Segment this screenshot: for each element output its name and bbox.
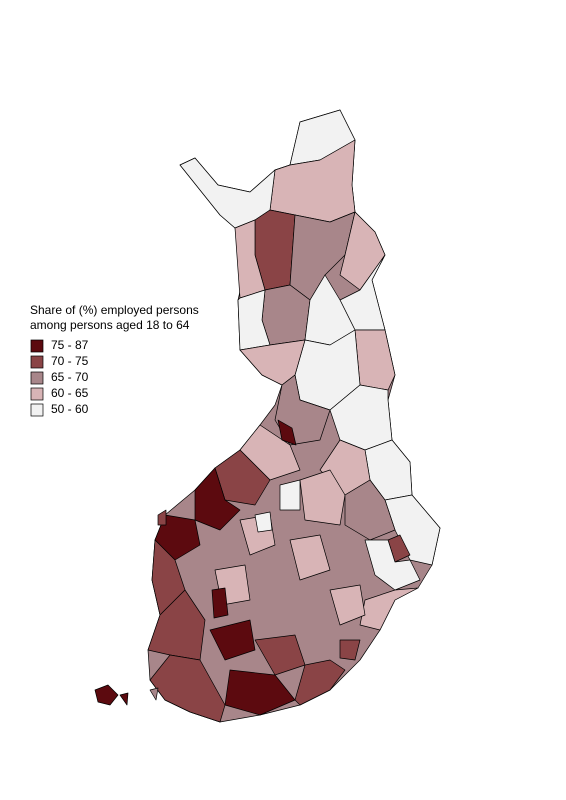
region [254, 511, 273, 533]
region [224, 669, 296, 716]
island [149, 687, 159, 701]
region [211, 587, 229, 619]
island [157, 509, 167, 526]
region [359, 587, 419, 631]
legend-label: 75 - 87 [51, 338, 89, 352]
region [339, 639, 361, 661]
legend-swatch [30, 355, 44, 369]
region [277, 419, 297, 446]
region [209, 619, 256, 661]
region [151, 539, 186, 616]
island [94, 684, 119, 706]
map [94, 109, 441, 723]
legend-swatch [30, 403, 44, 417]
region [329, 584, 366, 626]
region [289, 534, 331, 581]
region [279, 479, 301, 511]
region [149, 654, 226, 723]
legend-swatch [30, 371, 44, 385]
region [294, 659, 346, 706]
legend-label: 65 - 70 [51, 370, 89, 384]
legend-title: Share of (%) employed persons [30, 303, 199, 317]
region [354, 329, 396, 391]
region [299, 469, 346, 526]
legend-label: 50 - 60 [51, 402, 89, 416]
legend-title: among persons aged 18 to 64 [30, 318, 190, 332]
legend-label: 70 - 75 [51, 354, 89, 368]
island [119, 692, 129, 706]
legend-swatch [30, 387, 44, 401]
region [364, 539, 421, 591]
legend-label: 60 - 65 [51, 386, 89, 400]
region [344, 479, 396, 541]
region [239, 424, 301, 481]
legend-swatch [30, 339, 44, 353]
region [214, 449, 271, 506]
